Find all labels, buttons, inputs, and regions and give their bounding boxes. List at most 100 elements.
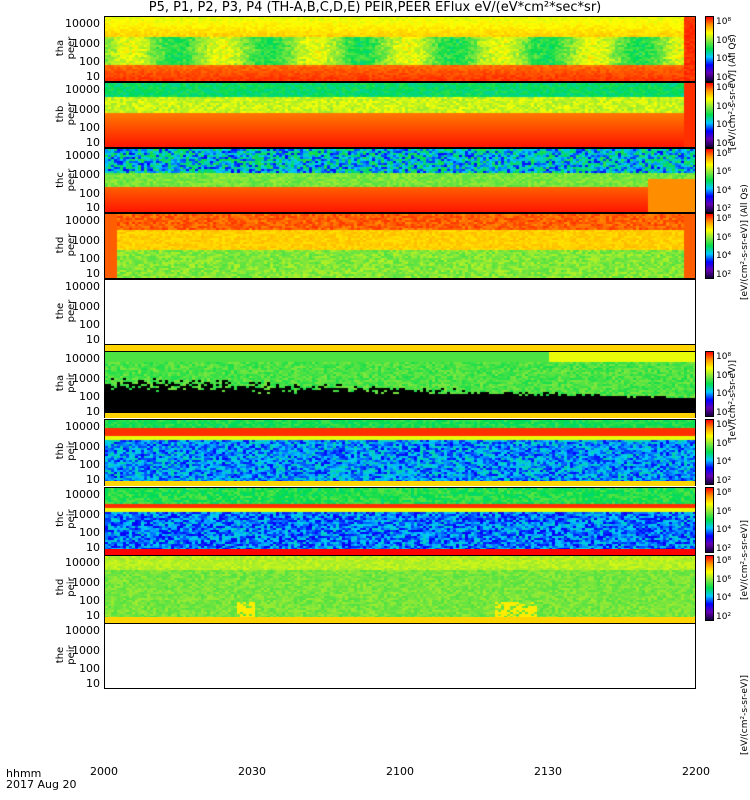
panel-the-peer <box>104 279 696 345</box>
colorbar-tick-label: 10⁶ <box>716 370 732 381</box>
colorbar-tick-label: 10⁶ <box>716 101 732 112</box>
colorbar-label-peer-2: [eV/(cm²-s-sr-eV)] (All Qs) <box>740 184 750 300</box>
colorbar-tick-label: 10⁸ <box>716 556 732 566</box>
x-caption-hhmm: hhmm <box>6 767 42 780</box>
ytick-label: 10000 <box>65 279 100 293</box>
colorbar-tick-label: 10² <box>716 73 732 83</box>
ytick-label: 100 <box>79 458 100 472</box>
colorbar-tick-label: 10² <box>716 476 732 486</box>
colorbar-tick-label: 10⁸ <box>716 352 732 362</box>
colorbar-tick-label: 10² <box>716 270 732 280</box>
colorbar-tick-label: 10⁴ <box>716 185 732 196</box>
ytick-label: 10000 <box>65 555 100 569</box>
ytick-label: 10 <box>86 405 100 419</box>
separator-band <box>104 549 696 555</box>
spectrogram-the-peer <box>105 280 695 344</box>
colorbar-tick-label: 10² <box>716 408 732 418</box>
ytick-label: 1000 <box>72 507 100 521</box>
separator-band <box>104 617 696 623</box>
panel-tha-peir <box>104 351 696 417</box>
colorbar-label-peir-2: [eV/(cm²-s-sr-eV)] <box>740 519 750 600</box>
ytick-label: 10 <box>86 267 100 281</box>
spectrogram-thb-peir <box>105 420 695 484</box>
ytick-label: 1000 <box>72 168 100 182</box>
colorbar-tick-label: 10⁸ <box>716 83 732 93</box>
spectrogram-thd-peir <box>105 556 695 620</box>
ytick-label: 100 <box>79 662 100 676</box>
colorbar-tick-label: 10⁸ <box>716 149 732 159</box>
colorbar-tick-label: 10⁴ <box>716 251 732 262</box>
ytick-label: 10000 <box>65 16 100 30</box>
spectrogram-thc-peer <box>105 149 695 212</box>
ytick-label: 1000 <box>72 643 100 657</box>
ytick-label: 1000 <box>72 102 100 116</box>
colorbar-tick-label: 10² <box>716 139 732 149</box>
ytick-label: 10 <box>86 70 100 84</box>
panel-thc-peir <box>104 487 696 553</box>
colorbar-tick-label: 10⁴ <box>716 457 732 468</box>
panel-thb-peir <box>104 419 696 485</box>
ytick-label: 10 <box>86 541 100 555</box>
colorbar-tick-label: 10⁶ <box>716 506 732 517</box>
ytick-label: 1000 <box>72 299 100 313</box>
spectrogram-the-peir <box>105 624 695 688</box>
ytick-label: 10 <box>86 201 100 215</box>
colorbar-tick-label: 10⁴ <box>716 54 732 65</box>
spectrogram-tha-peir <box>105 352 695 416</box>
ytick-label: 100 <box>79 318 100 332</box>
colorbar-tick-label: 10⁸ <box>716 488 732 498</box>
spectrogram-thc-peir <box>105 488 695 552</box>
separator-band <box>104 345 696 351</box>
ytick-label: 1000 <box>72 575 100 589</box>
ytick-label: 100 <box>79 390 100 404</box>
colorbar-tick-label: 10⁴ <box>716 120 732 131</box>
colorbar-tick-label: 10² <box>716 612 732 622</box>
xtick-label: 2000 <box>90 765 118 778</box>
ytick-label: 1000 <box>72 439 100 453</box>
ytick-label: 100 <box>79 526 100 540</box>
xtick-label: 2200 <box>682 765 710 778</box>
ytick-label: 1000 <box>72 233 100 247</box>
colorbar-tick-label: 10⁶ <box>716 574 732 585</box>
panel-thb-peer <box>104 82 696 148</box>
panel-thd-peir <box>104 555 696 621</box>
separator-band <box>104 481 696 486</box>
ytick-label: 100 <box>79 55 100 69</box>
ytick-label: 10000 <box>65 82 100 96</box>
ytick-label: 10000 <box>65 148 100 162</box>
ytick-label: 10 <box>86 136 100 150</box>
spectrogram-thb-peer <box>105 83 695 147</box>
ytick-label: 10 <box>86 333 100 347</box>
colorbar-tick-label: 10² <box>716 544 732 554</box>
ytick-label: 100 <box>79 186 100 200</box>
xtick-label: 2100 <box>386 765 414 778</box>
ytick-label: 100 <box>79 594 100 608</box>
ytick-label: 100 <box>79 252 100 266</box>
ytick-label: 10000 <box>65 419 100 433</box>
colorbar-tick-label: 10⁴ <box>716 593 732 604</box>
colorbar-tick-label: 10⁶ <box>716 438 732 449</box>
panel-thc-peer <box>104 148 696 213</box>
ytick-label: 1000 <box>72 371 100 385</box>
colorbar-tick-label: 10⁴ <box>716 525 732 536</box>
figure-title: P5, P1, P2, P3, P4 (TH-A,B,C,D,E) PEIR,P… <box>148 0 602 15</box>
panel-thd-peer <box>104 213 696 279</box>
spectrogram-thd-peer <box>105 214 695 278</box>
colorbar-thd-peer <box>705 213 714 279</box>
colorbar-thb-peir <box>705 419 714 485</box>
colorbar-thc-peer <box>705 148 714 213</box>
colorbar-thd-peir <box>705 555 714 621</box>
xtick-label: 2030 <box>238 765 266 778</box>
colorbar-tick-label: 10⁶ <box>716 167 732 178</box>
ytick-label: 10000 <box>65 487 100 501</box>
colorbar-label-peir-3: [eV/(cm²-s-sr-eV)] <box>740 674 750 755</box>
colorbar-tick-label: 10⁸ <box>716 17 732 27</box>
ytick-label: 10000 <box>65 623 100 637</box>
ytick-label: 100 <box>79 121 100 135</box>
colorbar-tick-label: 10⁶ <box>716 232 732 243</box>
colorbar-tick-label: 10⁶ <box>716 35 732 46</box>
panel-tha-peer <box>104 16 696 82</box>
colorbar-thb-peer <box>705 82 714 148</box>
colorbar-tick-label: 10² <box>716 204 732 214</box>
